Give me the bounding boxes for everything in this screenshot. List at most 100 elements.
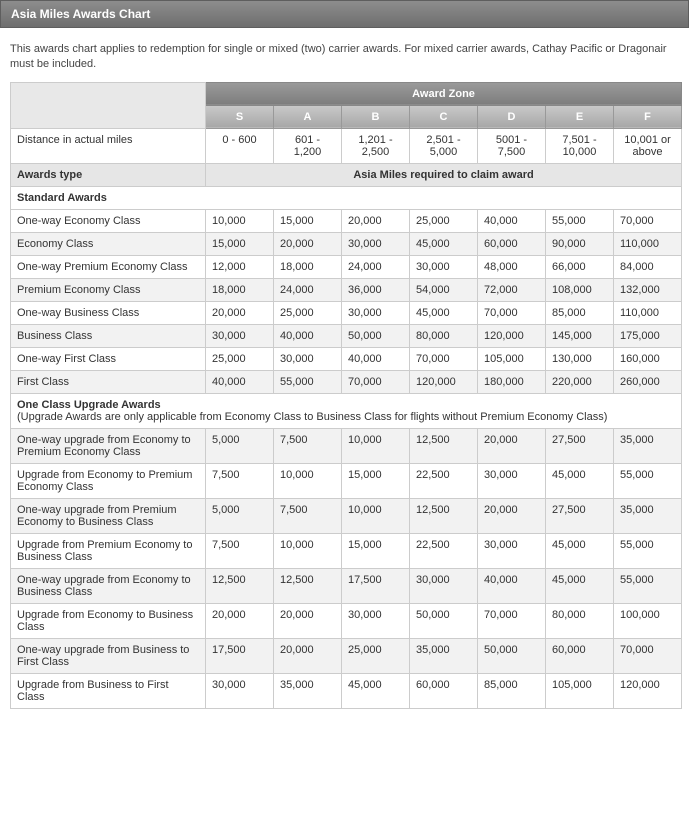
upgrade-row-5: Upgrade from Economy to Business Class20… bbox=[11, 603, 682, 638]
standard-row-5-label: Business Class bbox=[11, 324, 206, 347]
upgrade-row-6-val-0: 17,500 bbox=[206, 638, 274, 673]
upgrade-row-0-label: One-way upgrade from Economy to Premium … bbox=[11, 428, 206, 463]
standard-row-3-val-0: 18,000 bbox=[206, 278, 274, 301]
standard-row-3-val-3: 54,000 bbox=[410, 278, 478, 301]
standard-row-6-val-4: 105,000 bbox=[478, 347, 546, 370]
standard-row-4-val-1: 25,000 bbox=[274, 301, 342, 324]
standard-row-3-val-1: 24,000 bbox=[274, 278, 342, 301]
upgrade-row-1: Upgrade from Economy to Premium Economy … bbox=[11, 463, 682, 498]
standard-row-1-val-5: 90,000 bbox=[546, 232, 614, 255]
standard-row-2-val-1: 18,000 bbox=[274, 255, 342, 278]
upgrade-row-3-val-3: 22,500 bbox=[410, 533, 478, 568]
upgrade-row-2-val-6: 35,000 bbox=[614, 498, 682, 533]
standard-row-4-val-2: 30,000 bbox=[342, 301, 410, 324]
upgrade-awards-header: One Class Upgrade Awards(Upgrade Awards … bbox=[11, 393, 682, 428]
standard-row-3: Premium Economy Class18,00024,00036,0005… bbox=[11, 278, 682, 301]
distance-a: 601 - 1,200 bbox=[274, 128, 342, 163]
standard-row-4-label: One-way Business Class bbox=[11, 301, 206, 324]
awards-type-label: Awards type bbox=[11, 163, 206, 186]
upgrade-row-2-val-1: 7,500 bbox=[274, 498, 342, 533]
upgrade-row-2-val-3: 12,500 bbox=[410, 498, 478, 533]
upgrade-row-5-label: Upgrade from Economy to Business Class bbox=[11, 603, 206, 638]
distance-e: 7,501 - 10,000 bbox=[546, 128, 614, 163]
zone-s: S bbox=[206, 105, 274, 128]
zone-e: E bbox=[546, 105, 614, 128]
upgrade-row-7-val-1: 35,000 bbox=[274, 673, 342, 708]
standard-row-0: One-way Economy Class10,00015,00020,0002… bbox=[11, 209, 682, 232]
zone-c: C bbox=[410, 105, 478, 128]
standard-awards-label: Standard Awards bbox=[11, 186, 682, 209]
standard-row-0-val-4: 40,000 bbox=[478, 209, 546, 232]
distance-label: Distance in actual miles bbox=[11, 128, 206, 163]
standard-row-2-val-2: 24,000 bbox=[342, 255, 410, 278]
upgrade-row-5-val-3: 50,000 bbox=[410, 603, 478, 638]
upgrade-awards-label: One Class Upgrade Awards(Upgrade Awards … bbox=[11, 393, 682, 428]
standard-row-4: One-way Business Class20,00025,00030,000… bbox=[11, 301, 682, 324]
standard-row-0-val-1: 15,000 bbox=[274, 209, 342, 232]
standard-row-2: One-way Premium Economy Class12,00018,00… bbox=[11, 255, 682, 278]
standard-row-6-val-0: 25,000 bbox=[206, 347, 274, 370]
standard-row-6-val-2: 40,000 bbox=[342, 347, 410, 370]
standard-row-2-val-5: 66,000 bbox=[546, 255, 614, 278]
upgrade-row-5-val-6: 100,000 bbox=[614, 603, 682, 638]
upgrade-row-3-val-5: 45,000 bbox=[546, 533, 614, 568]
awards-type-row: Awards type Asia Miles required to claim… bbox=[11, 163, 682, 186]
upgrade-row-5-val-4: 70,000 bbox=[478, 603, 546, 638]
standard-row-0-val-5: 55,000 bbox=[546, 209, 614, 232]
header-blank bbox=[11, 82, 206, 128]
standard-row-7-label: First Class bbox=[11, 370, 206, 393]
standard-row-5-val-2: 50,000 bbox=[342, 324, 410, 347]
upgrade-row-0-val-0: 5,000 bbox=[206, 428, 274, 463]
award-zone-header: Award Zone bbox=[206, 82, 682, 105]
upgrade-row-0-val-3: 12,500 bbox=[410, 428, 478, 463]
standard-row-0-val-3: 25,000 bbox=[410, 209, 478, 232]
upgrade-row-1-val-6: 55,000 bbox=[614, 463, 682, 498]
upgrade-row-2-val-0: 5,000 bbox=[206, 498, 274, 533]
upgrade-row-2-val-5: 27,500 bbox=[546, 498, 614, 533]
upgrade-row-3-val-4: 30,000 bbox=[478, 533, 546, 568]
upgrade-row-1-val-4: 30,000 bbox=[478, 463, 546, 498]
chart-description: This awards chart applies to redemption … bbox=[0, 28, 689, 82]
upgrade-row-6-val-3: 35,000 bbox=[410, 638, 478, 673]
standard-row-4-val-4: 70,000 bbox=[478, 301, 546, 324]
standard-row-4-val-5: 85,000 bbox=[546, 301, 614, 324]
upgrade-row-1-val-2: 15,000 bbox=[342, 463, 410, 498]
standard-row-7-val-0: 40,000 bbox=[206, 370, 274, 393]
upgrade-awards-note: (Upgrade Awards are only applicable from… bbox=[17, 411, 607, 423]
standard-row-1-val-0: 15,000 bbox=[206, 232, 274, 255]
upgrade-row-2-val-4: 20,000 bbox=[478, 498, 546, 533]
upgrade-row-0-val-6: 35,000 bbox=[614, 428, 682, 463]
standard-row-3-val-2: 36,000 bbox=[342, 278, 410, 301]
upgrade-row-7-label: Upgrade from Business to First Class bbox=[11, 673, 206, 708]
standard-row-4-val-0: 20,000 bbox=[206, 301, 274, 324]
standard-row-5: Business Class30,00040,00050,00080,00012… bbox=[11, 324, 682, 347]
upgrade-row-1-val-5: 45,000 bbox=[546, 463, 614, 498]
upgrade-row-0-val-2: 10,000 bbox=[342, 428, 410, 463]
standard-row-1-val-3: 45,000 bbox=[410, 232, 478, 255]
standard-row-6-val-3: 70,000 bbox=[410, 347, 478, 370]
upgrade-row-1-val-0: 7,500 bbox=[206, 463, 274, 498]
upgrade-row-3-val-2: 15,000 bbox=[342, 533, 410, 568]
standard-awards-header: Standard Awards bbox=[11, 186, 682, 209]
standard-row-5-val-5: 145,000 bbox=[546, 324, 614, 347]
upgrade-row-4-val-5: 45,000 bbox=[546, 568, 614, 603]
upgrade-row-6-val-6: 70,000 bbox=[614, 638, 682, 673]
upgrade-row-4-val-4: 40,000 bbox=[478, 568, 546, 603]
upgrade-row-6-val-5: 60,000 bbox=[546, 638, 614, 673]
table-body: Distance in actual miles 0 - 600 601 - 1… bbox=[11, 128, 682, 708]
upgrade-row-4-val-3: 30,000 bbox=[410, 568, 478, 603]
upgrade-row-3: Upgrade from Premium Economy to Business… bbox=[11, 533, 682, 568]
standard-row-2-label: One-way Premium Economy Class bbox=[11, 255, 206, 278]
standard-row-3-label: Premium Economy Class bbox=[11, 278, 206, 301]
upgrade-row-7-val-0: 30,000 bbox=[206, 673, 274, 708]
upgrade-row-3-val-0: 7,500 bbox=[206, 533, 274, 568]
upgrade-row-7-val-2: 45,000 bbox=[342, 673, 410, 708]
standard-row-2-val-0: 12,000 bbox=[206, 255, 274, 278]
upgrade-row-4-val-0: 12,500 bbox=[206, 568, 274, 603]
upgrade-row-3-val-1: 10,000 bbox=[274, 533, 342, 568]
page-title: Asia Miles Awards Chart bbox=[0, 0, 689, 28]
upgrade-row-2: One-way upgrade from Premium Economy to … bbox=[11, 498, 682, 533]
standard-row-7-val-1: 55,000 bbox=[274, 370, 342, 393]
upgrade-row-0-val-5: 27,500 bbox=[546, 428, 614, 463]
upgrade-row-3-label: Upgrade from Premium Economy to Business… bbox=[11, 533, 206, 568]
